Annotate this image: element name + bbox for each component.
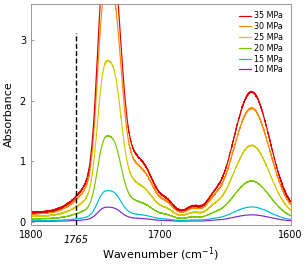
15 MPa — [178, 219, 181, 222]
15 MPa — [244, 206, 247, 209]
Y-axis label: Absorbance: Absorbance — [4, 82, 14, 147]
25 MPa — [178, 213, 181, 217]
30 MPa — [178, 211, 181, 214]
30 MPa — [34, 212, 38, 215]
Line: 15 MPa: 15 MPa — [31, 191, 291, 221]
20 MPa — [30, 218, 34, 221]
35 MPa — [34, 211, 38, 214]
30 MPa — [62, 206, 66, 209]
30 MPa — [289, 203, 293, 206]
15 MPa — [259, 207, 263, 210]
15 MPa — [62, 218, 66, 222]
35 MPa — [29, 211, 33, 214]
20 MPa — [259, 184, 263, 187]
20 MPa — [106, 134, 110, 137]
Text: 1765: 1765 — [64, 235, 89, 245]
10 MPa — [106, 206, 110, 209]
20 MPa — [189, 215, 193, 218]
20 MPa — [62, 215, 66, 219]
20 MPa — [29, 217, 33, 221]
35 MPa — [62, 205, 66, 208]
10 MPa — [62, 219, 66, 223]
35 MPa — [259, 105, 263, 108]
10 MPa — [29, 220, 33, 223]
30 MPa — [189, 207, 193, 210]
25 MPa — [289, 208, 293, 211]
25 MPa — [62, 211, 66, 214]
25 MPa — [105, 59, 109, 62]
15 MPa — [189, 218, 193, 222]
10 MPa — [259, 214, 263, 217]
10 MPa — [289, 219, 293, 222]
30 MPa — [30, 213, 34, 216]
10 MPa — [189, 219, 193, 223]
25 MPa — [244, 148, 247, 151]
15 MPa — [106, 189, 110, 192]
30 MPa — [244, 113, 247, 116]
Line: 10 MPa: 10 MPa — [31, 207, 291, 221]
35 MPa — [244, 97, 247, 100]
10 MPa — [34, 220, 38, 223]
35 MPa — [289, 200, 293, 203]
30 MPa — [29, 212, 33, 215]
Line: 35 MPa: 35 MPa — [31, 0, 291, 213]
Line: 30 MPa: 30 MPa — [31, 0, 291, 214]
20 MPa — [34, 217, 38, 221]
25 MPa — [34, 215, 38, 218]
10 MPa — [30, 220, 34, 223]
35 MPa — [34, 211, 38, 215]
Legend: 35 MPa, 30 MPa, 25 MPa, 20 MPa, 15 MPa, 10 MPa: 35 MPa, 30 MPa, 25 MPa, 20 MPa, 15 MPa, … — [236, 8, 286, 77]
35 MPa — [178, 207, 181, 211]
15 MPa — [29, 219, 33, 222]
Line: 20 MPa: 20 MPa — [31, 136, 291, 219]
25 MPa — [189, 211, 193, 214]
30 MPa — [259, 120, 263, 123]
10 MPa — [244, 214, 247, 217]
15 MPa — [289, 218, 293, 221]
15 MPa — [30, 219, 33, 222]
10 MPa — [178, 219, 181, 223]
20 MPa — [244, 181, 247, 184]
25 MPa — [34, 215, 38, 218]
35 MPa — [189, 205, 193, 209]
X-axis label: Wavenumber (cm$^{-1}$): Wavenumber (cm$^{-1}$) — [102, 245, 219, 263]
20 MPa — [178, 217, 181, 220]
Line: 25 MPa: 25 MPa — [31, 60, 291, 217]
20 MPa — [289, 214, 293, 217]
25 MPa — [259, 152, 263, 155]
25 MPa — [29, 215, 33, 218]
15 MPa — [34, 219, 38, 222]
